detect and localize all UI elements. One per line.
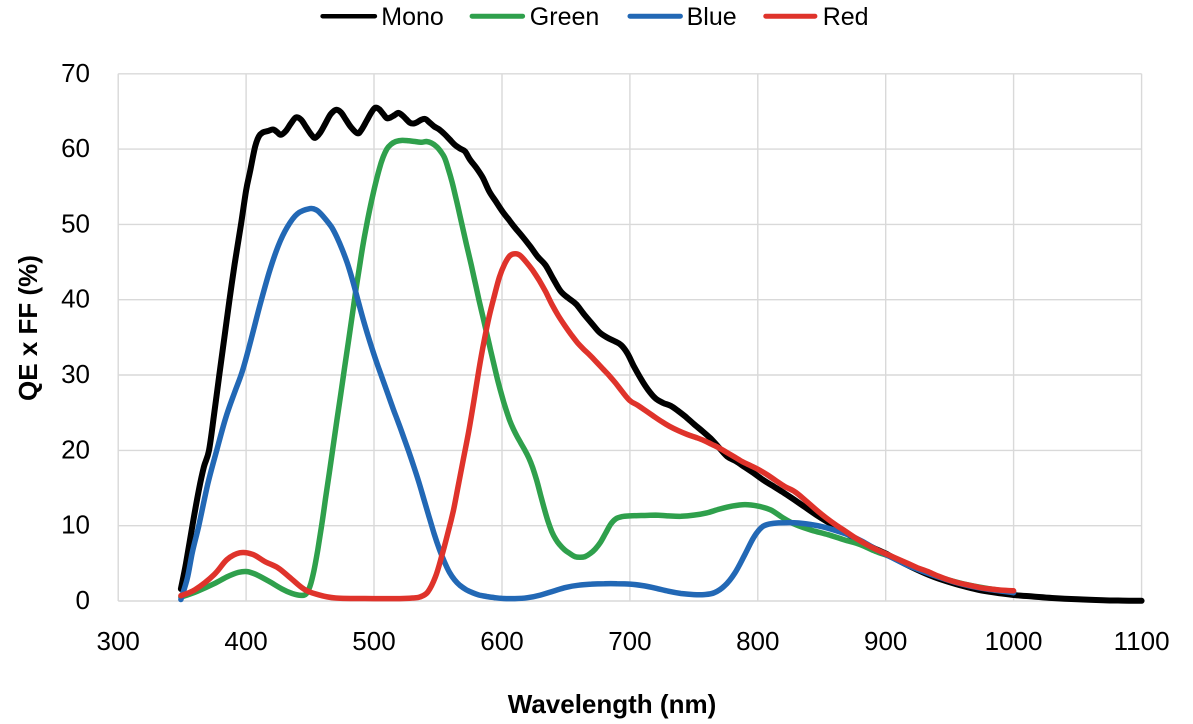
svg-text:30: 30 [61, 359, 90, 389]
svg-text:40: 40 [61, 284, 90, 314]
svg-text:900: 900 [864, 626, 907, 656]
svg-text:10: 10 [61, 510, 90, 540]
svg-text:500: 500 [352, 626, 395, 656]
svg-text:QE x FF (%): QE x FF (%) [13, 255, 43, 401]
svg-text:700: 700 [608, 626, 651, 656]
svg-text:Blue: Blue [687, 3, 737, 31]
svg-text:300: 300 [97, 626, 140, 656]
svg-text:Mono: Mono [381, 3, 444, 31]
svg-text:600: 600 [480, 626, 523, 656]
svg-text:0: 0 [76, 585, 90, 615]
svg-text:Green: Green [530, 3, 599, 31]
svg-text:70: 70 [61, 58, 90, 88]
svg-text:800: 800 [736, 626, 779, 656]
svg-text:Wavelength (nm): Wavelength (nm) [508, 689, 716, 719]
svg-text:400: 400 [224, 626, 267, 656]
svg-text:Red: Red [823, 3, 869, 31]
svg-text:1100: 1100 [1114, 626, 1170, 656]
svg-text:20: 20 [61, 434, 90, 464]
svg-text:1000: 1000 [985, 626, 1043, 656]
svg-text:50: 50 [61, 208, 90, 238]
svg-text:60: 60 [61, 133, 90, 163]
